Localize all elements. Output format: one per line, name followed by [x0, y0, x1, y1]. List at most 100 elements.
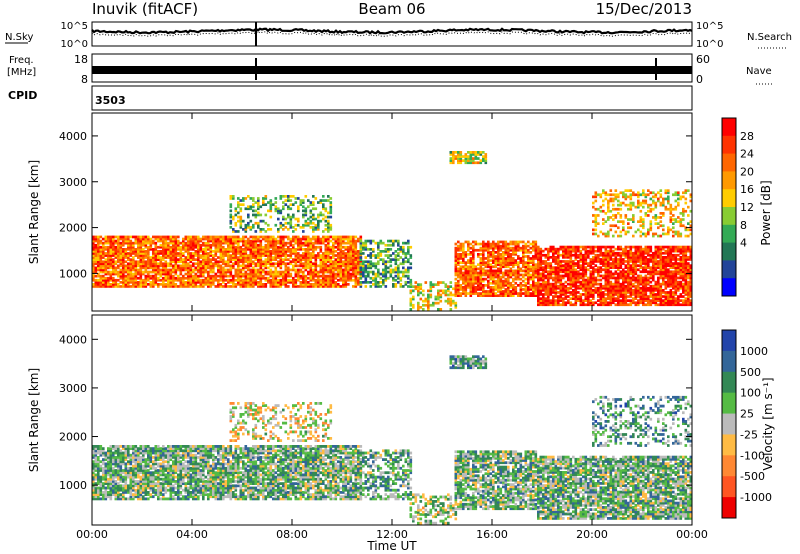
scatter-cell [127, 241, 130, 245]
scatter-cell [147, 256, 150, 259]
scatter-cell [182, 252, 185, 255]
scatter-cell [464, 255, 468, 258]
scatter-cell [567, 301, 570, 305]
scatter-cell [589, 264, 593, 267]
scatter-cell [667, 280, 670, 284]
scatter-cell [109, 272, 113, 276]
scatter-cell [342, 281, 345, 284]
scatter-cell [654, 264, 658, 267]
scatter-cell [592, 278, 595, 282]
scatter-cell [137, 245, 140, 249]
scatter-cell [527, 290, 530, 293]
scatter-cell [659, 286, 663, 290]
scatter-cell [362, 264, 365, 268]
scatter-cell [492, 273, 495, 277]
scatter-cell [199, 278, 203, 282]
scatter-cell [92, 268, 95, 272]
scatter-cell [297, 264, 300, 268]
scatter-cell [619, 276, 623, 280]
scatter-cell [394, 262, 398, 266]
scatter-cell [589, 303, 593, 307]
scatter-cell [182, 268, 185, 272]
scatter-cell [324, 250, 328, 253]
scatter-cell [464, 273, 468, 277]
scatter-cell [167, 235, 170, 239]
scatter-cell [622, 274, 625, 278]
scatter-cell [574, 286, 578, 290]
scatter-cell [664, 291, 668, 294]
scatter-cell [129, 235, 133, 239]
scatter-cell [207, 243, 210, 247]
scatter-cell [664, 286, 668, 290]
scatter-cell [112, 250, 115, 253]
scatter-cell [387, 243, 390, 247]
scatter-cell [524, 288, 528, 291]
scatter-cell [244, 239, 248, 243]
scatter-cell [617, 276, 620, 280]
scatter-cell [252, 276, 255, 280]
scatter-cell [527, 255, 530, 258]
scatter-cell [574, 301, 578, 305]
scatter-cell [664, 272, 668, 276]
scatter-cell [572, 295, 575, 298]
scatter-cell [624, 295, 628, 298]
scatter-cell [627, 256, 630, 259]
scatter-cell [629, 282, 633, 286]
scatter-cell [637, 301, 640, 305]
scatter-cell [339, 254, 343, 257]
scatter-cell [217, 285, 220, 288]
scatter-cell [552, 282, 555, 286]
scatter-cell [312, 241, 315, 245]
scatter-cell [259, 266, 263, 270]
scatter-cell [662, 262, 665, 265]
scatter-cell [627, 274, 630, 278]
scatter-cell [107, 245, 110, 249]
scatter-cell [419, 285, 423, 288]
scatter-cell [259, 258, 263, 261]
scatter-cell [122, 281, 125, 284]
scatter-cell [489, 294, 493, 297]
scatter-cell [119, 258, 123, 261]
scatter-cell [297, 243, 300, 247]
scatter-cell [617, 280, 620, 284]
scatter-cell [572, 262, 575, 265]
scatter-cell [524, 294, 528, 297]
scatter-cell [349, 241, 353, 245]
scatter-cell [284, 272, 288, 276]
scatter-cell [234, 213, 238, 217]
scatter-cell [684, 249, 688, 253]
scatter-cell [142, 256, 145, 259]
scatter-cell [182, 283, 185, 286]
scatter-cell [532, 275, 535, 279]
scatter-cell [287, 268, 290, 272]
scatter-cell [489, 259, 493, 262]
scatter-cell [462, 253, 465, 256]
scatter-cell [329, 260, 333, 264]
scatter-cell [567, 270, 570, 274]
scatter-cell [669, 264, 673, 267]
scatter-cell [179, 254, 183, 257]
scatter-cell [334, 285, 338, 288]
scatter-cell [347, 256, 350, 259]
scatter-cell [384, 268, 388, 272]
scatter-cell [99, 283, 103, 286]
scatter-cell [569, 272, 573, 276]
scatter-cell [667, 278, 670, 282]
scatter-cell [397, 243, 400, 247]
scatter-cell [364, 285, 368, 288]
scatter-cell [619, 253, 623, 257]
scatter-cell [359, 270, 363, 274]
scatter-cell [534, 290, 538, 293]
scatter-cell [97, 243, 100, 247]
scatter-cell [349, 272, 353, 276]
scatter-cell [609, 258, 613, 261]
scatter-cell [429, 281, 433, 284]
scatter-cell [297, 245, 300, 249]
scatter-cell [132, 285, 135, 288]
scatter-cell [682, 245, 685, 249]
scatter-cell [267, 270, 270, 274]
scatter-cell [624, 270, 628, 274]
scatter-cell [479, 253, 483, 256]
scatter-cell [524, 263, 528, 266]
scatter-cell [179, 285, 183, 288]
